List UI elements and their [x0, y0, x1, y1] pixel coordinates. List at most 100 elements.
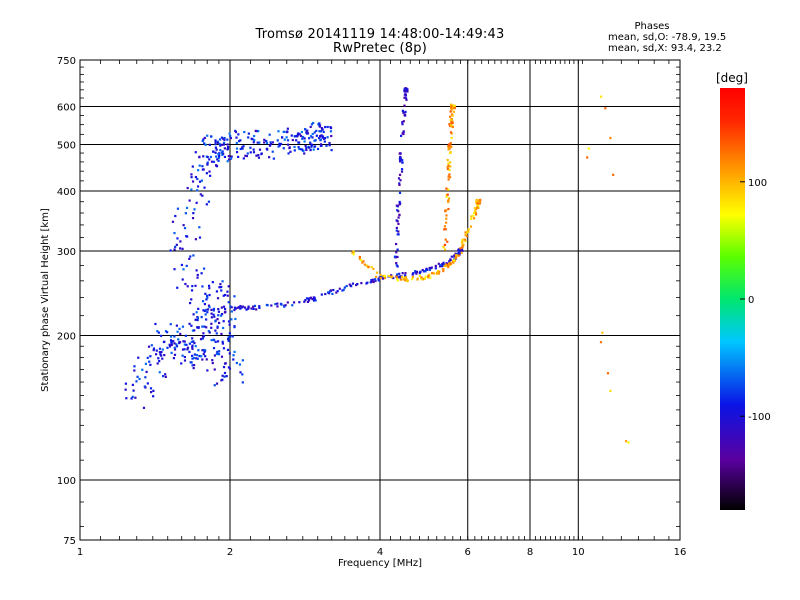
echo-point	[218, 350, 221, 353]
echo-point	[208, 174, 212, 177]
echo-point	[453, 254, 456, 257]
echo-point	[175, 243, 178, 246]
echo-point	[233, 306, 237, 309]
echo-point	[457, 254, 460, 257]
echo-point	[223, 371, 227, 375]
echo-point	[226, 348, 230, 352]
echo-point	[448, 123, 451, 126]
echo-point	[216, 350, 219, 354]
echo-point	[170, 342, 173, 345]
echo-point	[377, 278, 381, 282]
echo-point	[152, 389, 155, 392]
echo-point	[424, 275, 427, 278]
echo-point	[449, 262, 452, 265]
echo-point	[278, 142, 281, 145]
echo-point	[458, 249, 461, 252]
echo-point	[454, 252, 457, 255]
echo-point	[305, 297, 309, 300]
echo-point	[208, 143, 211, 146]
echo-point	[446, 240, 449, 243]
echo-point	[401, 121, 404, 124]
echo-point	[217, 159, 220, 163]
echo-point	[137, 356, 140, 359]
echo-point	[241, 305, 245, 308]
echo-point	[310, 144, 313, 147]
echo-point	[216, 340, 220, 343]
echo-point	[221, 374, 224, 377]
echo-point	[181, 354, 184, 357]
echo-point	[360, 259, 363, 262]
echo-point	[403, 276, 406, 279]
echo-point	[627, 441, 630, 444]
echo-point	[395, 251, 398, 254]
echo-point	[193, 353, 196, 356]
echo-point	[472, 214, 475, 217]
echo-point	[298, 133, 301, 136]
echo-point	[207, 200, 211, 203]
echo-point	[203, 325, 206, 328]
echo-point	[173, 353, 177, 356]
echo-point	[397, 177, 401, 180]
echo-point	[449, 118, 452, 122]
echo-point	[172, 339, 175, 343]
echo-point	[329, 130, 333, 133]
echo-point	[445, 217, 448, 220]
colorbar-ticks: 100 0 -100	[740, 178, 771, 423]
echo-point	[402, 120, 405, 123]
echo-point	[206, 161, 209, 164]
echo-point	[286, 139, 290, 142]
echo-point	[401, 158, 404, 162]
echo-point	[398, 182, 401, 185]
echo-point	[241, 146, 244, 149]
echo-point	[609, 136, 612, 140]
echo-point	[221, 340, 224, 343]
echo-point	[427, 274, 430, 277]
echo-point	[380, 275, 383, 278]
echo-point	[444, 228, 447, 231]
echo-point	[204, 292, 207, 295]
echo-point	[448, 173, 451, 176]
echo-point	[461, 244, 464, 247]
echo-point	[397, 216, 400, 219]
echo-point	[298, 147, 301, 151]
x-tick-label: 10	[572, 547, 585, 558]
echo-point	[175, 343, 178, 346]
echo-point	[257, 154, 260, 157]
echo-point	[191, 337, 194, 340]
echo-point	[183, 348, 186, 351]
echo-point	[138, 377, 141, 381]
echo-point	[452, 105, 455, 108]
echo-point	[296, 134, 299, 137]
echo-point	[277, 130, 280, 133]
echo-point	[239, 147, 242, 151]
echo-point	[443, 225, 447, 228]
echo-point	[173, 348, 177, 351]
echo-point	[210, 322, 213, 325]
echo-point	[300, 130, 303, 134]
echo-point	[286, 130, 289, 134]
echo-point	[460, 248, 464, 251]
echo-point	[200, 272, 203, 275]
echo-point	[467, 230, 470, 233]
echo-point	[249, 146, 252, 149]
echo-point	[365, 264, 368, 267]
echo-point	[190, 298, 193, 301]
echo-point	[434, 264, 437, 268]
echo-point	[475, 200, 478, 203]
echo-point	[452, 261, 455, 264]
echo-point	[222, 141, 226, 144]
echo-point	[225, 375, 228, 378]
echo-point	[411, 275, 414, 279]
echo-point	[336, 290, 339, 293]
echo-point	[309, 148, 312, 152]
colorbar-tick-label: 100	[748, 178, 767, 189]
echo-point	[230, 157, 233, 160]
echo-point	[161, 357, 164, 360]
echo-point	[297, 132, 300, 135]
echo-point	[424, 270, 427, 273]
echo-point	[205, 298, 208, 301]
echo-point	[263, 141, 266, 144]
echo-point	[300, 148, 303, 151]
echo-point	[306, 132, 310, 135]
echo-point	[132, 389, 135, 392]
